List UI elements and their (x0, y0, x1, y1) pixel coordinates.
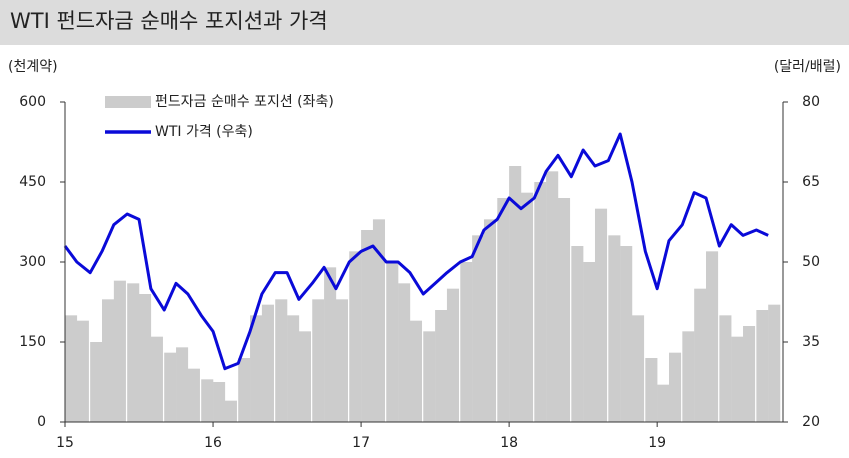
bar (608, 235, 621, 422)
bar (386, 262, 399, 422)
bar (460, 262, 473, 422)
bar (65, 315, 78, 422)
legend-label: 펀드자금 순매수 포지션 (좌축) (155, 94, 334, 110)
y2-tick-label: 80 (802, 94, 820, 110)
bar (213, 382, 226, 422)
bar (756, 310, 769, 422)
bar (631, 315, 645, 422)
x-tick-label: 16 (204, 435, 222, 451)
bar (164, 352, 177, 422)
x-tick-label: 15 (56, 435, 74, 451)
y2-axis-label: (달러/배럴) (774, 59, 841, 75)
y2-tick-label: 20 (802, 414, 820, 430)
y-tick-label: 0 (37, 414, 46, 430)
bar (312, 299, 325, 422)
bar (534, 182, 547, 422)
y2-tick-label: 65 (802, 174, 820, 190)
bar (423, 331, 436, 422)
bar (657, 384, 670, 422)
bar (483, 219, 497, 422)
bar (694, 288, 707, 422)
y-axis-label: (천계약) (8, 59, 58, 75)
bar (571, 246, 584, 422)
bar (497, 198, 510, 422)
x-tick-label: 19 (648, 435, 666, 451)
bar (250, 315, 263, 422)
bar (90, 342, 103, 422)
bar (176, 347, 189, 422)
bar (731, 336, 744, 422)
bar (102, 299, 115, 422)
bar (324, 267, 337, 422)
legend-swatch (105, 96, 151, 108)
y-tick-label: 150 (19, 334, 46, 350)
title-bar (0, 0, 849, 45)
bar (361, 230, 374, 422)
chart-title: WTI 펀드자금 순매수 포지션과 가격 (10, 9, 328, 33)
x-tick-label: 18 (500, 435, 518, 451)
bar (743, 326, 756, 422)
bar (557, 198, 571, 422)
bar (620, 246, 633, 422)
bar (682, 331, 695, 422)
bar (645, 358, 658, 422)
bar (275, 299, 288, 422)
bar (287, 315, 300, 422)
bar (719, 315, 732, 422)
bar (583, 262, 596, 422)
bar (76, 320, 89, 422)
bar (446, 288, 460, 422)
price-line (63, 132, 769, 371)
bar (594, 208, 608, 422)
y2-tick-label: 35 (802, 334, 820, 350)
bar (238, 358, 251, 422)
y-tick-label: 600 (19, 94, 46, 110)
y-tick-label: 450 (19, 174, 46, 190)
bar (335, 299, 348, 422)
x-tick-label: 17 (352, 435, 370, 451)
bar (372, 219, 386, 422)
bar (435, 310, 448, 422)
bar (298, 331, 311, 422)
bar (349, 251, 362, 422)
y-tick-label: 300 (19, 254, 46, 270)
bar (509, 166, 522, 422)
bar (113, 280, 126, 422)
bar (398, 283, 411, 422)
bar (472, 235, 485, 422)
bar (150, 336, 163, 422)
bar (520, 192, 534, 422)
bar (669, 352, 682, 422)
bar (261, 304, 274, 422)
legend-label: WTI 가격 (우축) (155, 124, 253, 140)
bar (224, 400, 237, 422)
y2-tick-label: 50 (802, 254, 820, 270)
bar (187, 368, 200, 422)
bar (127, 283, 140, 422)
bar (706, 251, 719, 422)
bar (546, 171, 559, 422)
bar (201, 379, 214, 422)
bar (139, 294, 152, 422)
bar (409, 320, 423, 422)
bar (768, 304, 781, 422)
